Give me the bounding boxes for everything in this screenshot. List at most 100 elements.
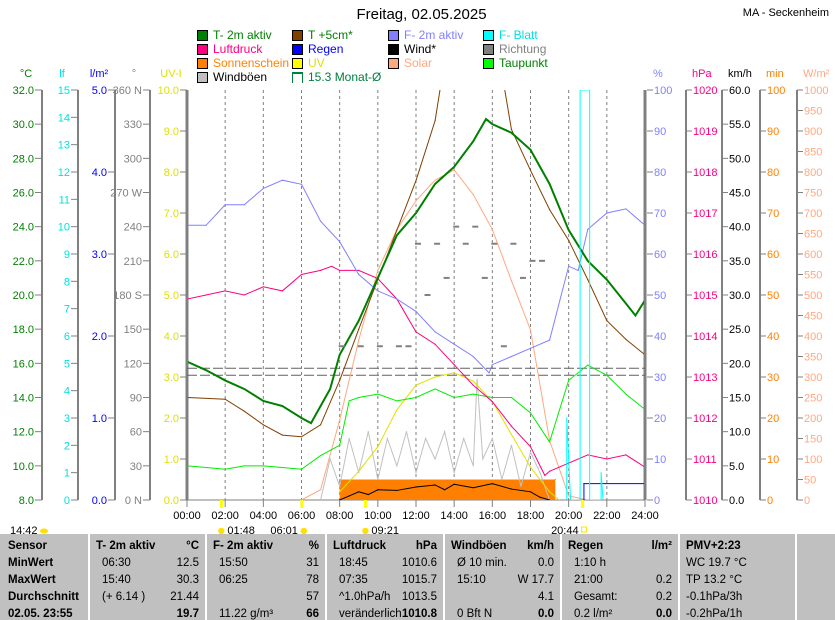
series-windb-en-point: [358, 472, 360, 474]
series-t-2m-aktiv-point: [329, 388, 331, 390]
series-wind-point: [444, 489, 446, 491]
dir-tick-label: 0 N: [125, 495, 142, 507]
cell-value: 66: [306, 608, 319, 620]
moon-phase-icon: [40, 528, 48, 534]
wind-tick-label: 15.0: [729, 393, 750, 405]
legend-item: Taupunkt: [483, 56, 548, 70]
wind-direction-point: [491, 242, 498, 245]
cell-value: 21.44: [170, 591, 199, 603]
series-luftdruck-point: [491, 401, 493, 403]
uv-tick-label: 9.0: [164, 126, 179, 138]
press-tick-label: 1011: [693, 454, 717, 466]
series-t-2m-aktiv-point: [529, 149, 532, 151]
series-windb-en-point: [539, 472, 541, 474]
legend-swatch: [388, 43, 399, 55]
press-tick-label: 1015: [693, 290, 717, 302]
series-wind-point: [548, 499, 551, 500]
series-f-2m-aktiv-point: [472, 355, 474, 358]
table-column: Sensor MinWert MaxWert Durchschnitt 02.05. 2…: [0, 534, 88, 620]
solar-tick-label: 600: [804, 249, 822, 261]
wind-tick-label: 40.0: [729, 222, 750, 234]
series-windb-en-point: [472, 465, 474, 467]
series-wind-point: [472, 487, 474, 489]
legend-item: F- 2m aktiv: [388, 28, 463, 42]
series-t-5cm-point: [501, 72, 502, 73]
x-tick-label: 14:00: [440, 510, 468, 522]
wind-tick-label: 30.0: [729, 290, 750, 302]
wind-direction-point: [453, 225, 460, 228]
cell-value: 4.1: [538, 591, 554, 603]
wind-direction-point: [519, 276, 526, 279]
series-f-2m-aktiv-point: [625, 208, 627, 210]
series-t-2m-aktiv-point: [205, 369, 207, 371]
series-wind-point: [358, 491, 360, 493]
dir-tick-label: 270 W: [110, 188, 142, 200]
solar-tick-label: 300: [804, 372, 822, 384]
series-windb-en-point: [476, 378, 478, 380]
x-tick-label: 06:00: [288, 510, 316, 522]
column-unit: %: [308, 540, 319, 552]
series-f-2m-aktiv-point: [415, 310, 417, 312]
legend-swatch: [292, 71, 303, 83]
wind-direction-point: [434, 242, 441, 245]
wind-tick-label: 60.0: [729, 85, 750, 97]
cell-label: TP 13.2 °C: [686, 574, 743, 586]
wind-direction-point: [357, 345, 364, 348]
legend-label: Solar: [404, 56, 433, 70]
series-f-blatt-line: [566, 90, 604, 500]
series-f-2m-aktiv-point: [510, 355, 513, 358]
x-tick-label: 04:00: [250, 510, 278, 522]
cell-label: 06:30: [102, 557, 131, 569]
series-f-2m-aktiv-point: [548, 339, 551, 341]
leaf-tick-label: 9: [64, 249, 70, 261]
legend-label: Luftdruck: [213, 42, 263, 56]
table-column-empty: [795, 534, 835, 620]
cell-label: Durchschnitt: [8, 591, 79, 603]
cell-label: 15:40: [102, 574, 131, 586]
cell-value: W 17.7: [517, 574, 554, 586]
series-windb-en-point: [444, 431, 446, 433]
leaf-tick-label: 5: [64, 358, 70, 370]
solar-tick-label: 200: [804, 413, 822, 425]
cell-label: 02.05. 23:55: [8, 608, 73, 620]
legend-swatch: [388, 29, 399, 41]
series-windb-en-point: [386, 437, 388, 440]
x-tick-label: 22:00: [593, 510, 621, 522]
series-t-2m-aktiv-point: [396, 234, 398, 236]
series-uv-point: [548, 491, 551, 493]
wind-tick-label: 0.0: [729, 495, 744, 507]
leaf-tick-label: 12: [58, 167, 70, 179]
series-t-2m-aktiv-point: [319, 405, 322, 407]
series-luftdruck-point: [224, 290, 226, 292]
series-wind-point: [539, 496, 541, 498]
sun-tick-label: 30: [767, 372, 779, 384]
series-t-5cm-point: [510, 128, 513, 130]
series-wind-point: [396, 489, 398, 492]
series-uv-point: [472, 380, 474, 382]
cell-value: 78: [306, 574, 319, 586]
series-t-5cm-point: [606, 320, 608, 322]
series-wind-point: [367, 493, 369, 496]
uv-tick-label: 4.0: [164, 331, 179, 343]
series-windb-en-point: [529, 451, 532, 453]
press-tick-label: 1012: [693, 413, 717, 425]
station-name: MA - Seckenheim: [742, 7, 829, 19]
solar-tick-label: 800: [804, 167, 822, 179]
series-taupunkt-point: [300, 468, 303, 470]
press-tick-label: 1017: [693, 208, 717, 220]
cell-label: 0.2 l/m²: [574, 608, 613, 620]
series-sonnenschein-area: [339, 479, 556, 500]
series-uv-point: [396, 409, 398, 411]
temp-tick-label: 16.0: [13, 358, 34, 370]
leaf-tick-label: 3: [64, 413, 70, 425]
column-unit: l/m²: [651, 540, 672, 552]
hum-tick-label: 10: [654, 454, 666, 466]
wind-tick-label: 20.0: [729, 358, 750, 370]
series-wind-point: [339, 499, 341, 500]
series-t-2m-aktiv-point: [243, 388, 245, 390]
hum-tick-label: 40: [654, 331, 666, 343]
series-t-5cm-point: [442, 72, 443, 73]
series-t-2m-aktiv-point: [224, 379, 226, 382]
series-t-5cm-point: [262, 424, 264, 426]
series-taupunkt-point: [587, 364, 589, 366]
